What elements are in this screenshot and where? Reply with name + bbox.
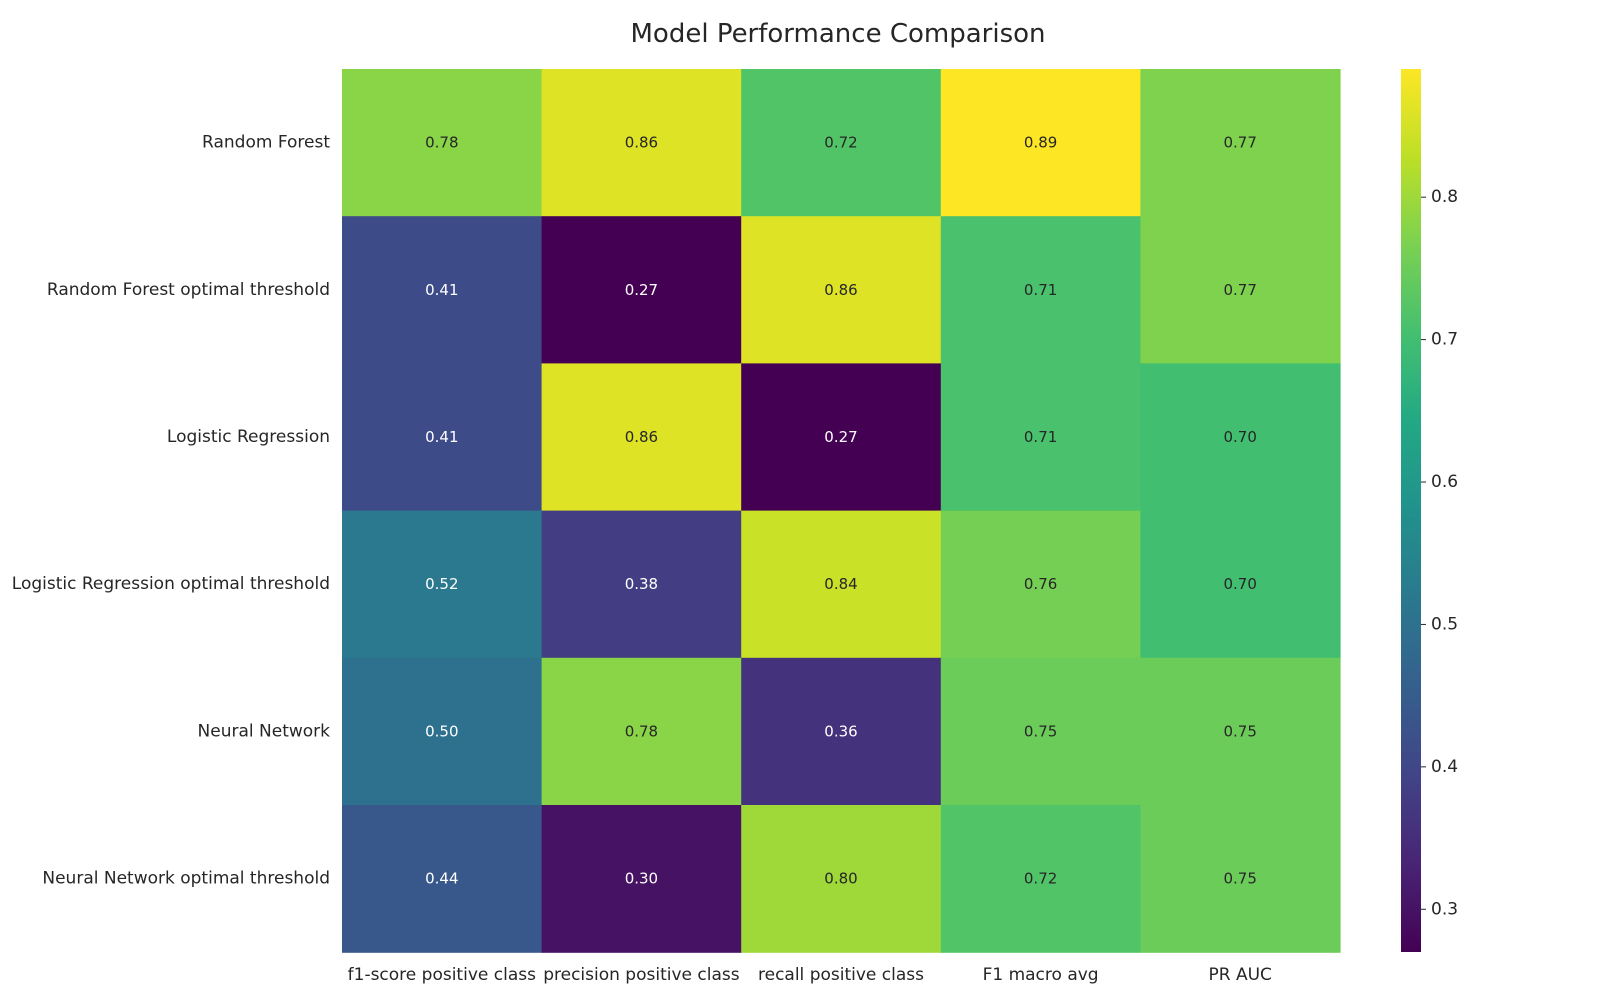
heatmap-cell: [541, 69, 742, 217]
cell-value-label: 0.84: [824, 575, 857, 593]
heatmap-cell: [342, 510, 543, 659]
colorbar-tick-label: 0.3: [1431, 899, 1458, 919]
cell-value-label: 0.80: [824, 870, 857, 888]
row-label: Random Forest optimal threshold: [47, 280, 330, 300]
row-label: Neural Network optimal threshold: [42, 869, 330, 889]
heatmap-cells: 0.78 0.86 0.72 0.89 0.77 0.41 0.27 0.86 0.71 0.77…: [342, 69, 1341, 953]
colorbar-tick-label: 0.8: [1431, 187, 1458, 207]
colorbar-tick-label: 0.6: [1431, 472, 1458, 492]
heatmap-cell: [741, 657, 942, 806]
cell-value-label: 0.75: [1223, 722, 1256, 740]
heatmap-cell: [940, 510, 1141, 659]
colorbar-tick-label: 0.5: [1431, 614, 1458, 634]
row-labels: Random Forest Random Forest optimal thres…: [12, 133, 331, 889]
colorbar-tick-label: 0.4: [1431, 757, 1458, 777]
column-label: PR AUC: [1208, 965, 1271, 985]
column-label: f1-score positive class: [348, 965, 536, 985]
heatmap-cell: [541, 363, 742, 512]
cell-value-label: 0.41: [425, 428, 458, 446]
cell-value-label: 0.30: [625, 870, 658, 888]
cell-value-label: 0.70: [1223, 575, 1256, 593]
heatmap-cell: [741, 363, 942, 512]
cell-value-label: 0.41: [425, 281, 458, 299]
heatmap-cell: [342, 805, 543, 953]
heatmap-cell: [541, 510, 742, 659]
row-label: Logistic Regression optimal threshold: [12, 574, 330, 594]
heatmap-cell: [1140, 69, 1341, 217]
heatmap-cell: [342, 657, 543, 806]
heatmap-cell: [940, 657, 1141, 806]
cell-value-label: 0.52: [425, 575, 458, 593]
cell-value-label: 0.71: [1024, 281, 1057, 299]
cell-value-label: 0.44: [425, 870, 458, 888]
heatmap-cell: [940, 363, 1141, 512]
column-labels: f1-score positive class precision positiv…: [348, 965, 1272, 985]
chart-title: Model Performance Comparison: [630, 19, 1045, 49]
column-label: F1 macro avg: [983, 965, 1099, 985]
colorbar-tick-label: 0.7: [1431, 330, 1458, 350]
cell-value-label: 0.70: [1223, 428, 1256, 446]
cell-value-label: 0.75: [1223, 870, 1256, 888]
cell-value-label: 0.72: [824, 134, 857, 152]
cell-value-label: 0.78: [425, 134, 458, 152]
colorbar: 0.3 0.4 0.5 0.6 0.7 0.8: [1401, 69, 1458, 952]
cell-value-label: 0.72: [1024, 870, 1057, 888]
heatmap-cell: [1140, 657, 1341, 806]
heatmap-cell: [940, 216, 1141, 364]
cell-value-label: 0.38: [625, 575, 658, 593]
cell-value-label: 0.76: [1024, 575, 1057, 593]
colorbar-gradient: [1401, 69, 1421, 952]
heatmap-cell: [741, 510, 942, 659]
row-label: Logistic Regression: [167, 427, 330, 447]
heatmap-cell: [940, 69, 1141, 217]
row-label: Neural Network: [198, 721, 331, 741]
cell-value-label: 0.71: [1024, 428, 1057, 446]
heatmap-cell: [1140, 805, 1341, 953]
heatmap-cell: [1140, 363, 1341, 512]
cell-value-label: 0.77: [1223, 281, 1256, 299]
heatmap-cell: [541, 657, 742, 806]
cell-value-label: 0.86: [625, 428, 658, 446]
cell-value-label: 0.27: [625, 281, 658, 299]
heatmap-cell: [541, 216, 742, 364]
heatmap-cell: [741, 69, 942, 217]
heatmap-cell: [1140, 216, 1341, 364]
column-label: precision positive class: [543, 965, 740, 985]
heatmap-cell: [541, 805, 742, 953]
cell-value-label: 0.36: [824, 722, 857, 740]
cell-value-label: 0.86: [824, 281, 857, 299]
cell-value-label: 0.77: [1223, 134, 1256, 152]
heatmap-cell: [342, 69, 543, 217]
cell-value-label: 0.89: [1024, 134, 1057, 152]
heatmap-cell: [342, 216, 543, 364]
cell-value-label: 0.78: [625, 722, 658, 740]
row-label: Random Forest: [202, 133, 330, 153]
heatmap-cell: [940, 805, 1141, 953]
cell-value-label: 0.50: [425, 722, 458, 740]
heatmap-cell: [741, 216, 942, 364]
column-label: recall positive class: [758, 965, 924, 985]
cell-value-label: 0.75: [1024, 722, 1057, 740]
heatmap-cell: [741, 805, 942, 953]
heatmap-cell: [342, 363, 543, 512]
cell-value-label: 0.86: [625, 134, 658, 152]
cell-value-label: 0.27: [824, 428, 857, 446]
heatmap-cell: [1140, 510, 1341, 659]
